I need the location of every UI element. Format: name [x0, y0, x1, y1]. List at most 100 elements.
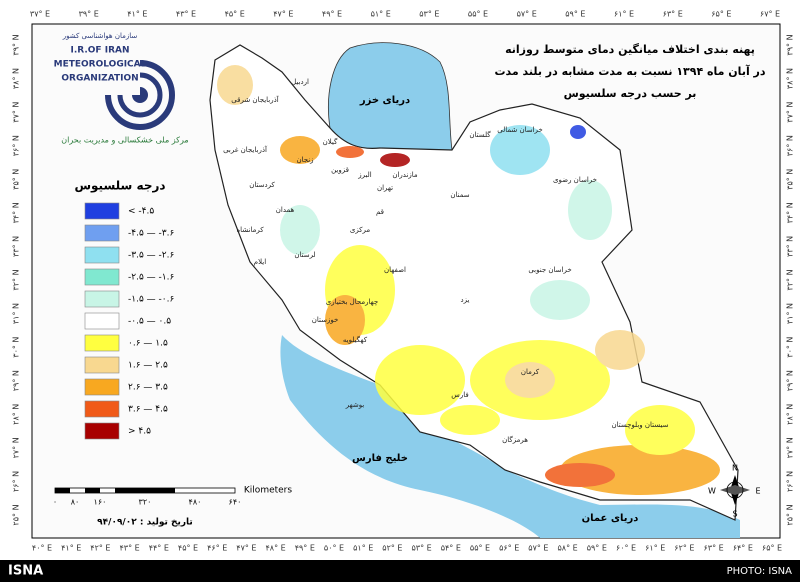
scale-unit: Kilometers — [244, 486, 292, 496]
legend-swatch — [84, 268, 120, 286]
left-coordinate: ۲۶° N — [12, 471, 21, 492]
left-coordinate: ۳۸° N — [12, 68, 21, 89]
scale-label: ۳۲۰ — [139, 498, 152, 507]
logo-text: METEOROLOGICAL — [54, 60, 147, 70]
scale-label: ۶۴۰ — [229, 498, 242, 507]
right-coordinate: ۳۰° N — [786, 337, 795, 358]
legend-swatch — [84, 422, 120, 440]
right-coordinate: ۳۷° N — [786, 102, 795, 123]
legend-label: ۳.۶ — ۴.۵ — [128, 405, 168, 415]
logo-text: ORGANIZATION — [61, 74, 138, 84]
left-coordinate: ۳۱° N — [12, 303, 21, 324]
bottom-coordinate: ۴۲° E — [90, 544, 110, 553]
compass-label: N — [732, 464, 738, 473]
province-label: قزوین — [331, 166, 349, 174]
gulf-sea — [280, 335, 740, 538]
legend-swatch — [84, 246, 120, 264]
scale-label: ۴۸۰ — [189, 498, 202, 507]
logo-text: I.R.OF IRAN — [71, 46, 130, 56]
legend-swatch — [84, 378, 120, 396]
scale-label: ۱۶۰ — [94, 498, 107, 507]
province-label: خراسان شمالی — [497, 126, 543, 134]
province-label: زنجان — [296, 156, 313, 164]
top-coordinate: ۴۷° E — [273, 10, 293, 19]
province-label: لرستان — [294, 251, 315, 259]
right-coordinate: ۲۸° N — [786, 404, 795, 425]
bottom-coordinate: ۵۳° E — [411, 544, 431, 553]
logo-text: سازمان هواشناسی کشور — [62, 32, 138, 40]
left-coordinate: ۲۸° N — [12, 404, 21, 425]
right-coordinate: ۳۵° N — [786, 169, 795, 190]
top-coordinate: ۵۷° E — [517, 10, 537, 19]
title-line: پهنه بندی اختلاف میانگین دمای متوسط روزا… — [505, 43, 755, 56]
legend-swatch — [84, 224, 120, 242]
compass-label: S — [732, 510, 737, 519]
top-coordinate: ۴۹° E — [322, 10, 342, 19]
bottom-coordinate: ۴۴° E — [149, 544, 169, 553]
province-label: البرز — [357, 171, 371, 179]
logo — [55, 30, 175, 130]
bottom-coordinate: ۴۹° E — [295, 544, 315, 553]
province-label: مازندران — [392, 171, 418, 179]
top-coordinate: ۴۳° E — [176, 10, 196, 19]
top-coordinate: ۳۹° E — [79, 10, 99, 19]
title-line: در آبان ماه ۱۳۹۴ نسبت به مدت مشابه در بل… — [494, 64, 765, 78]
right-coordinate: ۲۹° N — [786, 370, 795, 391]
top-coordinate: ۶۳° E — [663, 10, 683, 19]
bottom-coordinate: ۶۲° E — [674, 544, 694, 553]
top-coordinate: ۳۷° E — [30, 10, 50, 19]
right-coordinate: ۳۶° N — [786, 135, 795, 156]
compass-label: E — [755, 487, 760, 496]
legend-title: درجه سلسیوس — [74, 179, 165, 194]
bottom-coordinate: ۵۶° E — [499, 544, 519, 553]
right-coordinate: ۳۱° N — [786, 303, 795, 324]
legend-label: -۲.۵ — -۱.۶ — [128, 273, 174, 283]
compass — [720, 475, 750, 505]
bottom-coordinate: ۶۴° E — [733, 544, 753, 553]
water-label: دریای خزر — [359, 95, 410, 106]
left-coordinate: ۳۰° N — [12, 337, 21, 358]
bottom-coordinate: ۴۷° E — [236, 544, 256, 553]
bottom-coordinate: ۵۸° E — [557, 544, 577, 553]
province-label: هرمزگان — [502, 435, 528, 444]
left-coordinate: ۳۵° N — [12, 169, 21, 190]
bottom-coordinate: ۵۱° E — [353, 544, 373, 553]
province-label: خراسان رضوی — [553, 176, 597, 184]
bottom-coordinate: ۵۵° E — [470, 544, 490, 553]
footer-credit: PHOTO: ISNA — [727, 566, 793, 577]
date: تاریخ تولید : ۹۴/۰۹/۰۲ — [97, 518, 193, 528]
bottom-coordinate: ۴۳° E — [119, 544, 139, 553]
right-coordinate: ۳۲° N — [786, 269, 795, 290]
province-label: آذربایجان شرقی — [231, 95, 279, 104]
anomaly-patches — [217, 65, 720, 495]
bottom-coordinate: ۴۶° E — [207, 544, 227, 553]
legend-label: -۱.۵ — -۰.۶ — [128, 295, 174, 305]
bottom-coordinate: ۵۹° E — [587, 544, 607, 553]
legend-label: -۳.۵ — -۲.۶ — [128, 251, 174, 261]
province-label: فارس — [451, 391, 468, 399]
legend-label: -۰.۵ — ۰.۵ — [128, 317, 171, 327]
legend-swatch — [84, 400, 120, 418]
province-label: خوزستان — [312, 316, 339, 324]
legend-swatch — [84, 202, 120, 220]
legend-label: ۲.۶ — ۳.۵ — [128, 383, 168, 393]
footer-brand: ISNA — [8, 564, 43, 579]
province-label: قم — [376, 208, 384, 216]
title-line: بر حسب درجه سلسیوس — [564, 87, 697, 100]
left-coordinate: ۲۷° N — [12, 437, 21, 458]
bottom-coordinate: ۶۵° E — [762, 544, 782, 553]
left-coordinate: ۳۷° N — [12, 102, 21, 123]
province-label: کردستان — [249, 181, 275, 189]
province-label: خراسان جنوبی — [528, 266, 571, 274]
province-label: اردبیل — [291, 78, 309, 86]
top-coordinate: ۴۵° E — [225, 10, 245, 19]
province-label: همدان — [276, 206, 295, 214]
legend-swatch — [84, 312, 120, 330]
right-coordinate: ۳۹° N — [786, 34, 795, 55]
left-coordinate: ۳۴° N — [12, 202, 21, 223]
province-label: کرمانشاه — [236, 226, 264, 234]
scale-label: ۰ — [53, 498, 57, 507]
legend-label: > ۴.۵ — [128, 427, 151, 437]
legend-swatch — [84, 356, 120, 374]
